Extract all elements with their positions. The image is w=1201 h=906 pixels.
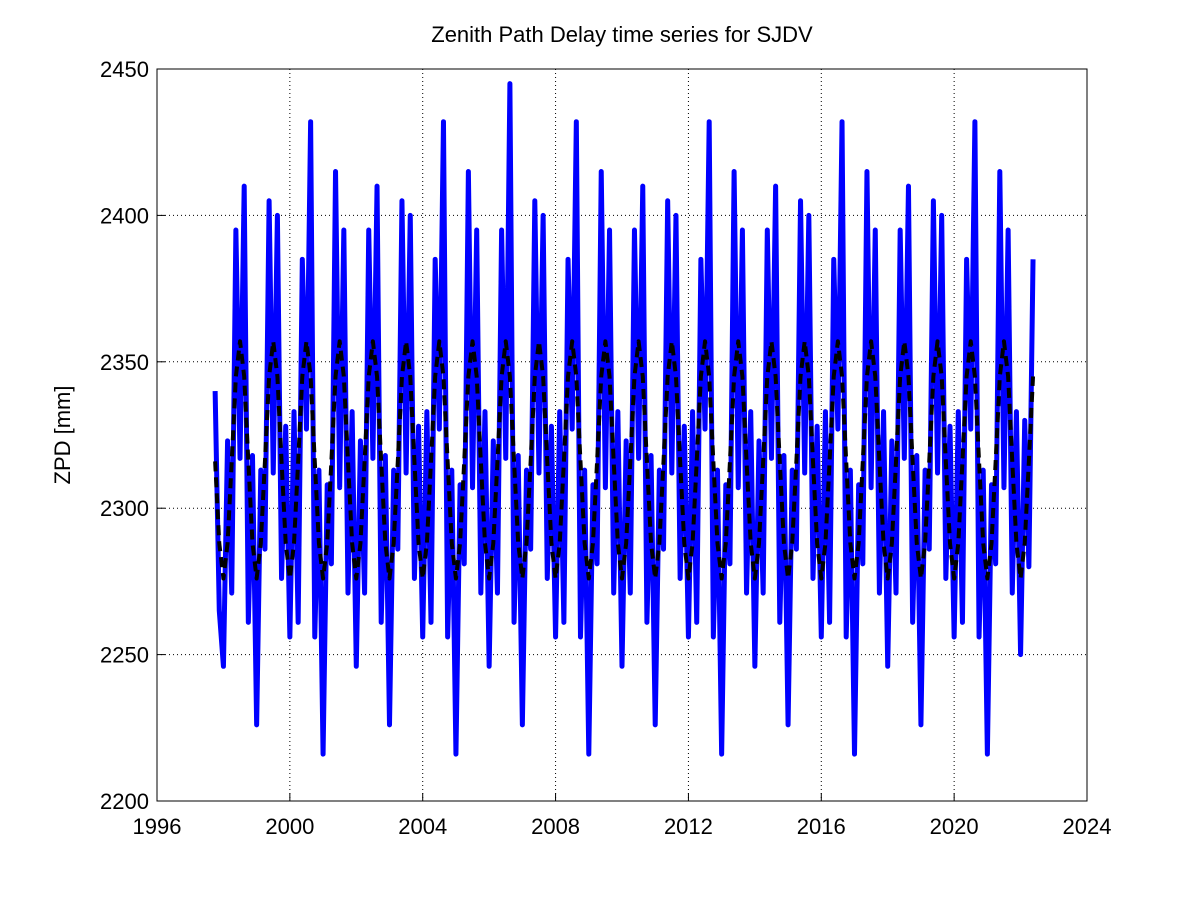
x-tick-label: 2020	[930, 814, 979, 839]
y-tick-label: 2350	[100, 350, 149, 375]
x-tick-label: 2000	[265, 814, 314, 839]
series-line	[213, 339, 1036, 581]
plot-frame	[156, 68, 1088, 802]
chart-title: Zenith Path Delay time series for SJDV	[431, 22, 813, 47]
y-tick-label: 2400	[100, 203, 149, 228]
y-tick-label: 2250	[100, 643, 149, 668]
x-tick-label: 2024	[1063, 814, 1112, 839]
y-tick-label: 2450	[100, 57, 149, 82]
series-line	[212, 81, 1036, 757]
x-tick-label: 2012	[664, 814, 713, 839]
y-tick-label: 2200	[100, 789, 149, 814]
x-tick-label: 2004	[398, 814, 447, 839]
y-axis-label: ZPD [mm]	[50, 386, 75, 485]
x-tick-label: 1996	[133, 814, 182, 839]
y-tick-label: 2300	[100, 496, 149, 521]
x-tick-label: 2016	[797, 814, 846, 839]
x-tick-label: 2008	[531, 814, 580, 839]
